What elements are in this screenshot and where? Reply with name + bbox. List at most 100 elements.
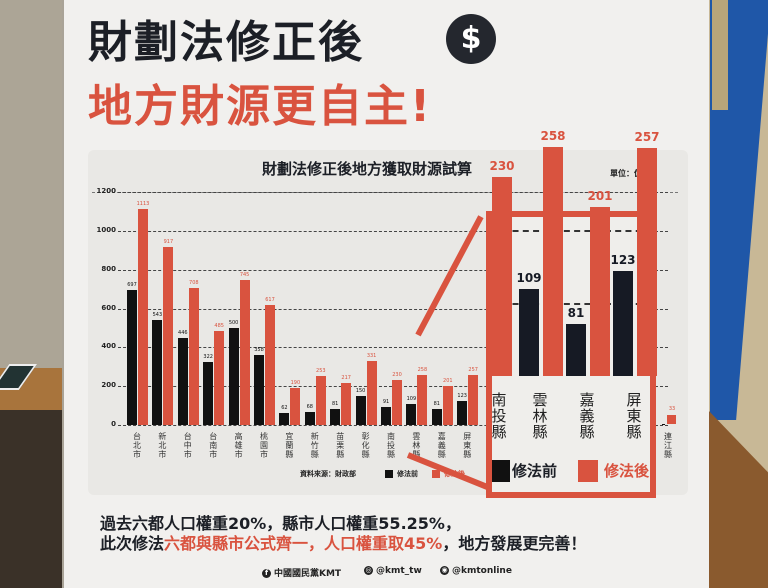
value-label-before: 109 <box>406 395 417 402</box>
footer-text-a: 此次修法 <box>100 534 165 553</box>
value-label-after: 190 <box>290 380 301 387</box>
social-label: @kmt_tw <box>376 566 422 576</box>
gridline <box>118 230 668 232</box>
bar-before <box>203 362 214 425</box>
value-label-before: 543 <box>152 311 163 318</box>
value-label-after: 201 <box>443 377 453 384</box>
callout-bar-after <box>492 176 512 376</box>
callout-legend-after-swatch <box>578 460 598 482</box>
social-line[interactable]: ◉ @kmtonline <box>440 566 512 576</box>
value-label-after: 1113 <box>136 200 150 207</box>
bar-after <box>315 375 326 425</box>
x-tick-label: 宜蘭縣 <box>285 432 294 459</box>
value-label-before: 81 <box>332 401 339 408</box>
footer-text-c: ，地方發展更完善！ <box>442 534 587 553</box>
x-tick-label: 台中市 <box>183 432 192 459</box>
bar-after <box>442 385 453 425</box>
callout-value-before: 81 <box>567 306 585 321</box>
callout-bar-after <box>543 147 563 376</box>
legend-after-swatch <box>432 470 440 478</box>
gridline <box>118 269 668 271</box>
bar-before <box>381 407 391 425</box>
x-tick-label: 台南市 <box>209 432 218 459</box>
x-tick-label: 苗栗縣 <box>336 432 345 459</box>
callout-legend-after-label: 修法後 <box>604 462 650 480</box>
x-tick-label: 連江縣 <box>664 432 672 459</box>
x-tick-label: 嘉義縣 <box>437 432 446 459</box>
callout-bar-before <box>519 289 539 376</box>
y-tick-label: 200 <box>101 381 116 390</box>
bar-after <box>392 380 402 425</box>
value-label-after: 485 <box>214 322 224 329</box>
value-label-after: 33 <box>668 405 676 412</box>
value-label-after: 217 <box>341 374 351 381</box>
footer-highlight: 六都與縣市公式齊一，人口權重取45% <box>164 534 443 553</box>
callout-x-label: 屏東縣 <box>626 391 642 441</box>
social-facebook[interactable]: f 中國國民黨KMT <box>262 566 341 579</box>
x-tick-label: 南投縣 <box>387 432 395 459</box>
x-tick-label: 新竹縣 <box>310 432 319 459</box>
value-label-after: 917 <box>163 238 174 245</box>
bar-after <box>138 208 148 425</box>
bar-after <box>265 305 275 425</box>
value-label-before: 91 <box>382 399 390 406</box>
bar-after <box>214 330 225 425</box>
dollar-coin-icon: $ <box>446 14 496 64</box>
callout-value-after: 257 <box>634 130 660 145</box>
callout-x-label: 南投縣 <box>491 391 507 441</box>
social-instagram[interactable]: ◎ @kmt_tw <box>364 566 422 576</box>
value-label-before: 150 <box>355 387 366 394</box>
bar-after <box>290 388 301 425</box>
bar-after <box>417 374 428 425</box>
value-label-after: 257 <box>468 367 478 374</box>
bar-after <box>163 246 174 425</box>
x-tick-label: 新北市 <box>158 432 167 459</box>
headline-line2: 地方財源更自主! <box>88 81 433 132</box>
gridline <box>118 192 668 193</box>
callout-gridline <box>492 230 652 232</box>
x-tick-label: 台北市 <box>133 432 141 459</box>
callout-value-before: 109 <box>516 271 542 286</box>
callout-x-label: 雲林縣 <box>532 391 548 441</box>
gridline <box>118 425 668 426</box>
bar-before <box>662 424 665 425</box>
instagram-icon: ◎ <box>364 566 373 575</box>
value-label-before: 697 <box>127 281 137 288</box>
x-tick-label: 桃園市 <box>260 432 268 459</box>
callout-value-after: 201 <box>587 188 613 203</box>
bar-before <box>228 327 239 425</box>
value-label-before: 500 <box>228 319 239 326</box>
bar-before <box>127 289 137 425</box>
cabinet <box>0 410 62 588</box>
gridline <box>118 308 668 310</box>
callout-legend-before-swatch <box>492 460 510 482</box>
footer-line1: 過去六都人口權重20%，縣市人口權重55.25%， <box>100 514 461 533</box>
value-label-after: 617 <box>265 297 275 304</box>
bar-before <box>177 338 188 425</box>
y-tick-label: 400 <box>101 342 116 351</box>
callout-bar-before <box>566 324 586 376</box>
tape-strip <box>712 0 728 110</box>
value-label-after: 708 <box>189 279 199 286</box>
callout-gridline <box>492 303 652 305</box>
bar-after <box>468 375 479 425</box>
x-tick-label: 高雄市 <box>234 432 243 459</box>
callout-bar-after <box>637 148 657 376</box>
bar-before <box>330 409 341 425</box>
bar-before <box>304 411 315 425</box>
callout-value-before: 123 <box>610 253 636 268</box>
value-label-before: 123 <box>457 393 467 400</box>
y-tick-label: 800 <box>101 264 116 273</box>
value-label-before: 358 <box>254 347 264 354</box>
line-icon: ◉ <box>440 566 449 575</box>
bar-after <box>341 382 352 425</box>
bar-before <box>152 319 163 425</box>
value-label-before: 81 <box>433 401 440 408</box>
value-label-before: 322 <box>203 354 213 361</box>
bar-before <box>406 403 417 425</box>
value-label-before: 446 <box>178 330 188 337</box>
bar-before <box>254 355 264 425</box>
value-label-after: 258 <box>417 366 428 373</box>
callout-bar-after <box>590 206 610 376</box>
callout-value-after: 230 <box>489 158 515 173</box>
